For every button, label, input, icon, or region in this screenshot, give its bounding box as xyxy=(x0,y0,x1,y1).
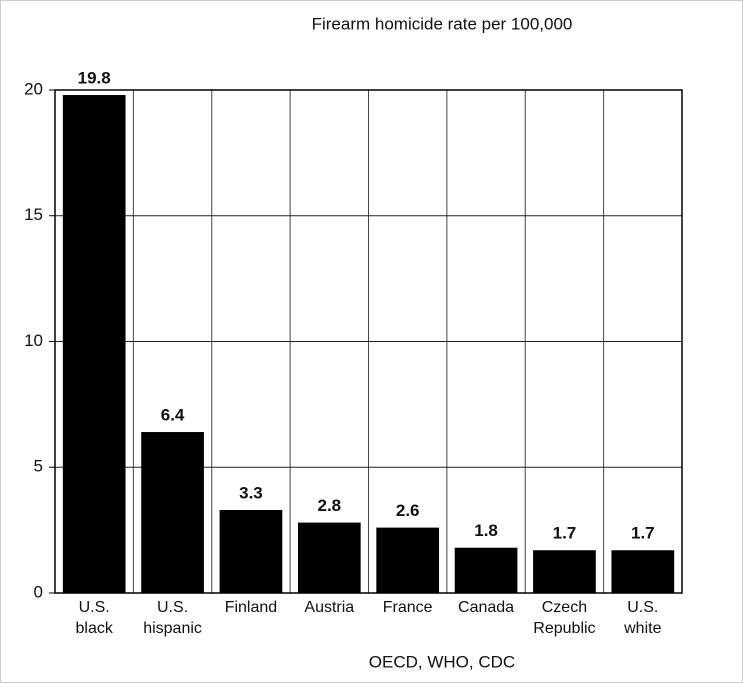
bar xyxy=(376,527,440,593)
caption: OECD, WHO, CDC xyxy=(369,652,515,671)
x-tick-label: U.S. hispanic xyxy=(143,599,202,637)
y-tick-label: 0 xyxy=(34,582,43,601)
bar xyxy=(611,550,675,593)
x-tick-label: France xyxy=(382,599,433,616)
bar xyxy=(533,550,596,593)
y-tick-label: 20 xyxy=(24,79,43,98)
bar xyxy=(454,547,518,593)
value-label: 2.6 xyxy=(396,501,420,520)
x-tick-label: Finland xyxy=(224,599,278,616)
value-label: 6.4 xyxy=(161,406,185,425)
y-tick-label: 10 xyxy=(24,331,43,350)
x-tick-label: Canada xyxy=(458,599,515,616)
value-label: 1.7 xyxy=(631,524,655,543)
value-label: 3.3 xyxy=(239,483,263,502)
bar xyxy=(297,522,361,593)
chart-title: Firearm homicide rate per 100,000 xyxy=(312,14,573,33)
y-tick-label: 5 xyxy=(34,457,43,476)
bar xyxy=(219,510,283,593)
x-tick-label: Austria xyxy=(304,599,355,616)
x-tick-label: U.S. white xyxy=(624,599,662,637)
bar xyxy=(62,95,126,593)
y-tick-label: 15 xyxy=(24,205,43,224)
x-tick-label: U.S. black xyxy=(75,599,113,637)
value-label: 1.7 xyxy=(553,524,577,543)
value-label: 2.8 xyxy=(317,496,341,515)
plot-border xyxy=(54,89,683,594)
value-label: 1.8 xyxy=(474,521,498,540)
x-tick-label: Czech Republic xyxy=(533,599,596,637)
value-label: 19.8 xyxy=(78,69,111,88)
bar xyxy=(141,432,204,593)
